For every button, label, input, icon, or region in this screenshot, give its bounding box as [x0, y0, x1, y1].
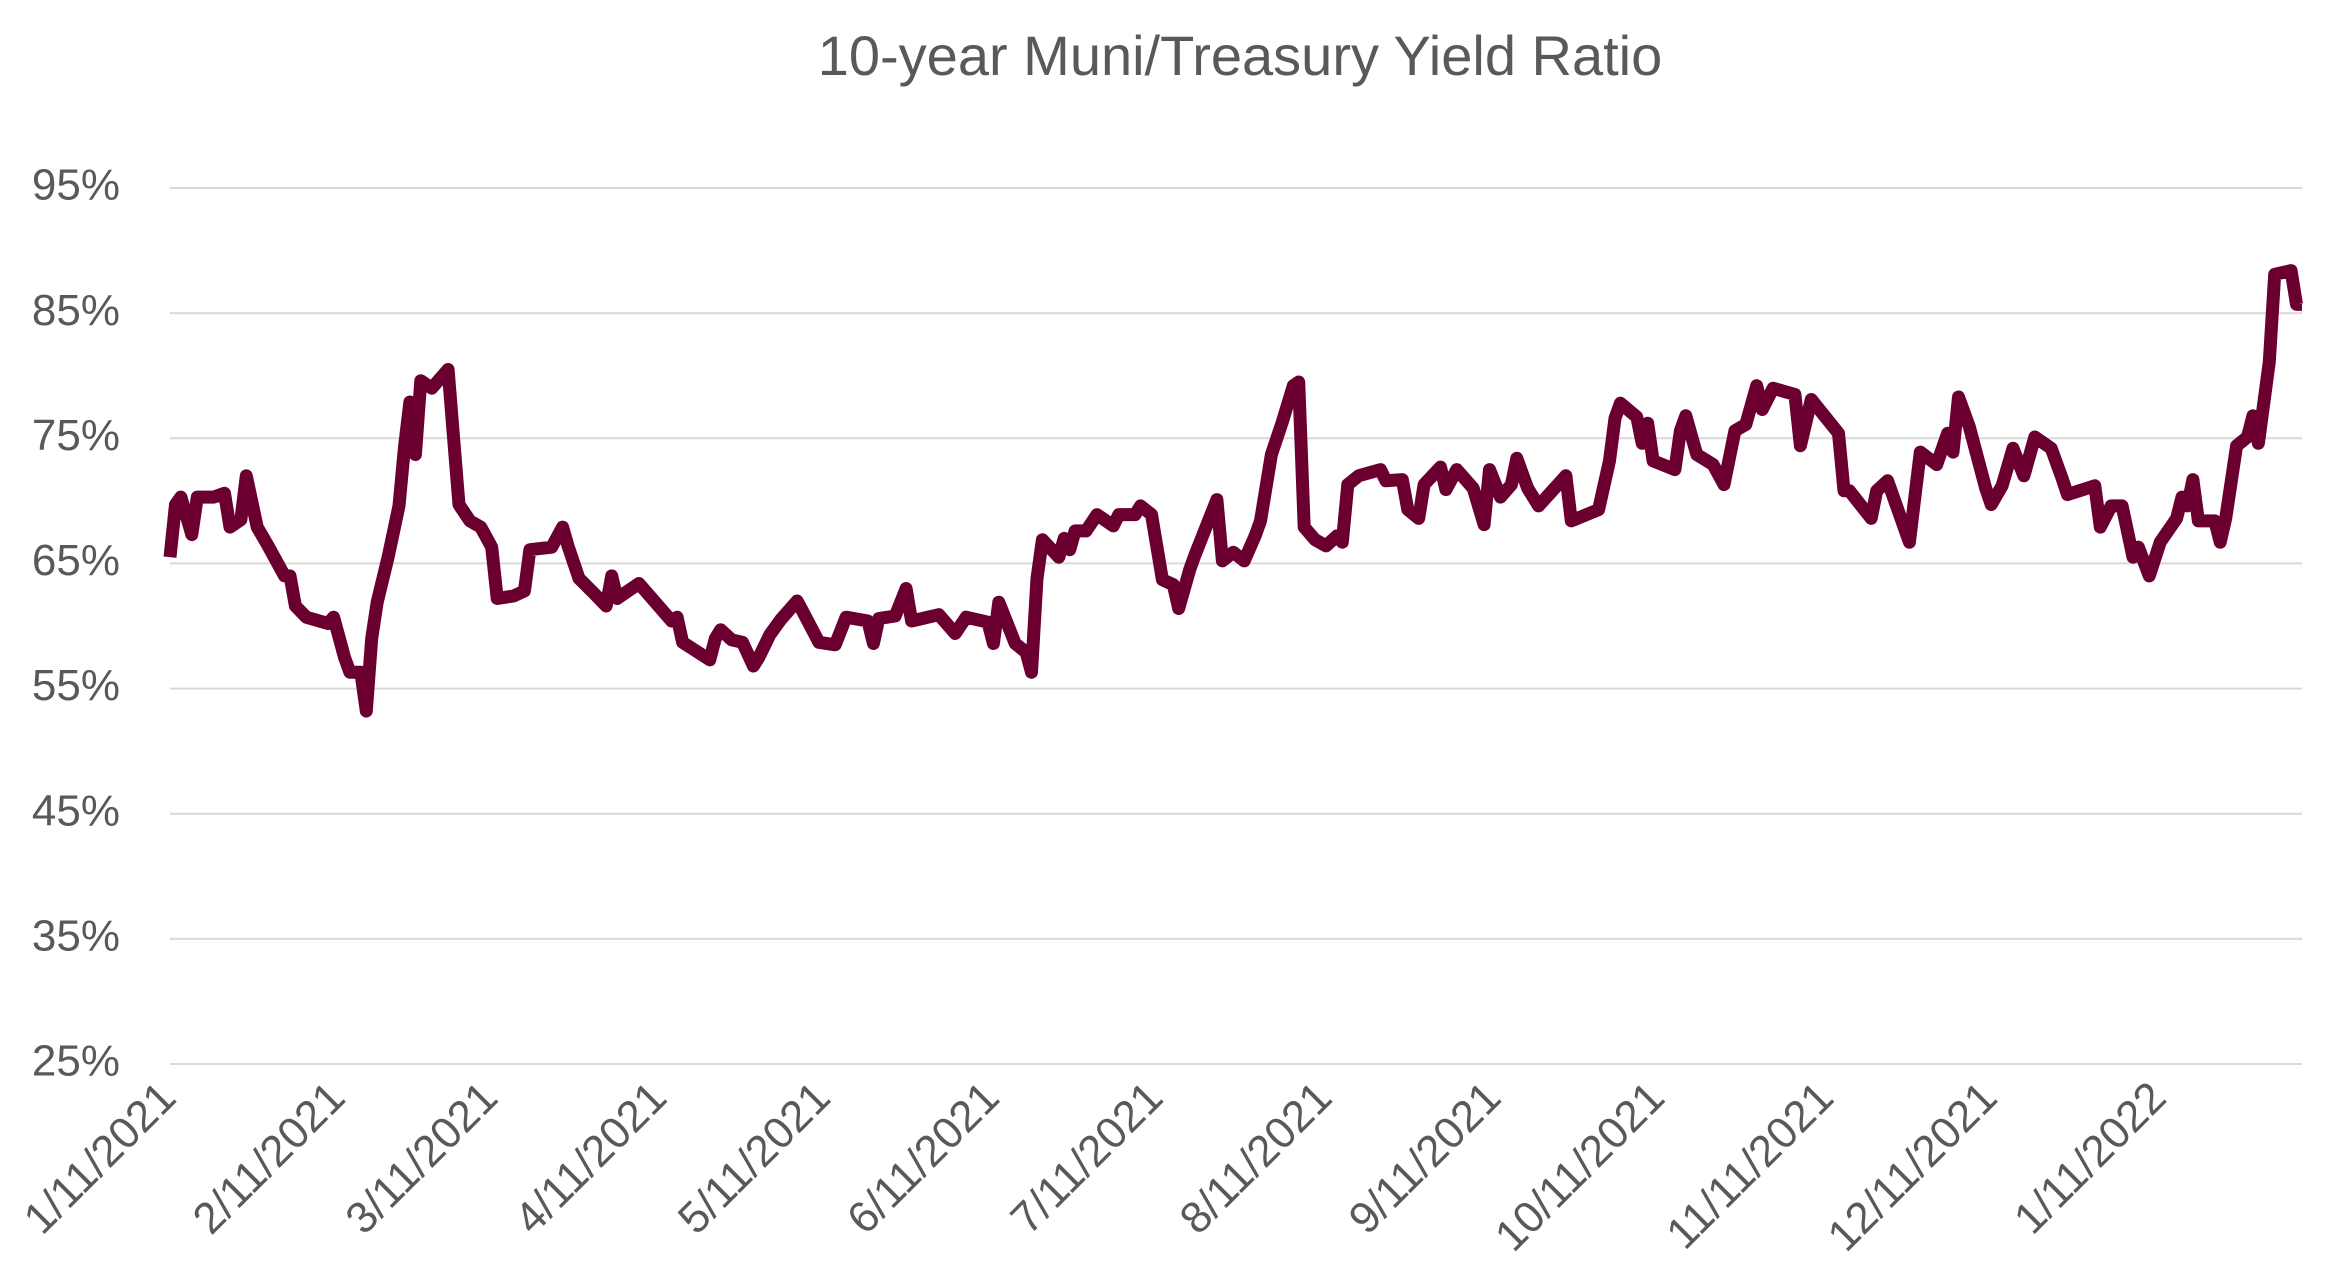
chart-title: 10-year Muni/Treasury Yield Ratio: [818, 24, 1663, 87]
y-tick-label: 55%: [32, 661, 120, 710]
x-tick-label: 2/11/2021: [184, 1073, 355, 1244]
x-tick-label: 3/11/2021: [336, 1073, 507, 1244]
y-tick-label: 25%: [32, 1037, 120, 1086]
y-tick-label: 35%: [32, 911, 120, 960]
x-tick-label: 5/11/2021: [669, 1073, 840, 1244]
x-tick-label: 10/11/2021: [1486, 1073, 1674, 1261]
y-tick-label: 45%: [32, 786, 120, 835]
x-tick-label: 9/11/2021: [1340, 1073, 1511, 1244]
x-tick-label: 11/11/2021: [1657, 1073, 1843, 1259]
x-tick-label: 4/11/2021: [505, 1073, 676, 1244]
data-line: [163, 264, 2303, 718]
y-tick-label: 65%: [32, 536, 120, 585]
x-tick-label: 1/11/2021: [15, 1073, 186, 1244]
x-tick-label: 12/11/2021: [1818, 1073, 2006, 1261]
x-tick-label: 8/11/2021: [1171, 1073, 1342, 1244]
y-tick-label: 75%: [32, 411, 120, 460]
y-tick-label: 85%: [32, 286, 120, 335]
x-tick-label: 6/11/2021: [838, 1073, 1009, 1244]
x-tick-label: 7/11/2021: [1001, 1073, 1172, 1244]
x-tick-label: 1/11/2022: [2005, 1073, 2176, 1244]
y-tick-label: 95%: [32, 161, 120, 210]
